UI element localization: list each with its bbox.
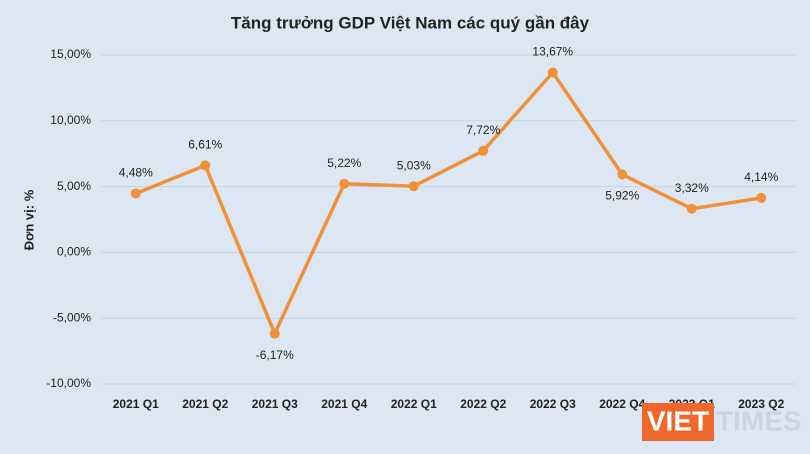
point — [339, 178, 350, 189]
x-tick-label: 2022 Q3 — [530, 397, 576, 411]
data-label: 4,48% — [119, 166, 153, 180]
logo-text: TIMES — [716, 405, 802, 436]
y-tick-label: -5,00% — [53, 310, 91, 324]
x-tick-label: 2022 Q1 — [391, 397, 437, 411]
point — [130, 188, 141, 199]
data-label: 5,92% — [605, 189, 639, 203]
y-tick-label: 0,00% — [57, 245, 91, 259]
x-tick-label: 2022 Q2 — [460, 397, 506, 411]
point — [617, 169, 628, 180]
logo-box — [642, 403, 714, 441]
x-tick-label: 2021 Q2 — [182, 397, 228, 411]
x-tick-label: 2022 Q4 — [599, 397, 645, 411]
data-label: 5,03% — [397, 158, 431, 172]
y-tick-label: 10,00% — [50, 113, 91, 127]
data-label: -6,17% — [256, 348, 294, 362]
y-tick-label: 5,00% — [57, 179, 91, 193]
data-label: 13,67% — [532, 45, 573, 59]
point — [200, 160, 211, 171]
point — [478, 145, 489, 156]
x-tick-label: 2023 Q2 — [738, 397, 784, 411]
data-label: 4,14% — [744, 170, 778, 184]
data-label: 7,72% — [466, 123, 500, 137]
y-tick-label: -10,00% — [46, 376, 91, 390]
y-axis-label: Đơn vị: % — [21, 189, 36, 250]
logo-text: VIET — [647, 405, 709, 436]
point — [756, 192, 767, 203]
point — [269, 328, 280, 339]
data-label: 5,22% — [327, 156, 361, 170]
point — [408, 181, 419, 192]
line — [135, 70, 762, 336]
chart-title: Tăng trưởng GDP Việt Nam các quý gần đây — [231, 13, 590, 32]
point — [547, 67, 558, 78]
point — [686, 203, 697, 214]
x-tick-label: 2021 Q3 — [252, 397, 298, 411]
data-label: 3,32% — [675, 181, 709, 195]
x-tick-label: 2021 Q4 — [321, 397, 367, 411]
x-tick-label: 2021 Q1 — [113, 397, 159, 411]
y-tick-label: 15,00% — [50, 47, 91, 61]
data-label: 6,61% — [188, 138, 222, 152]
